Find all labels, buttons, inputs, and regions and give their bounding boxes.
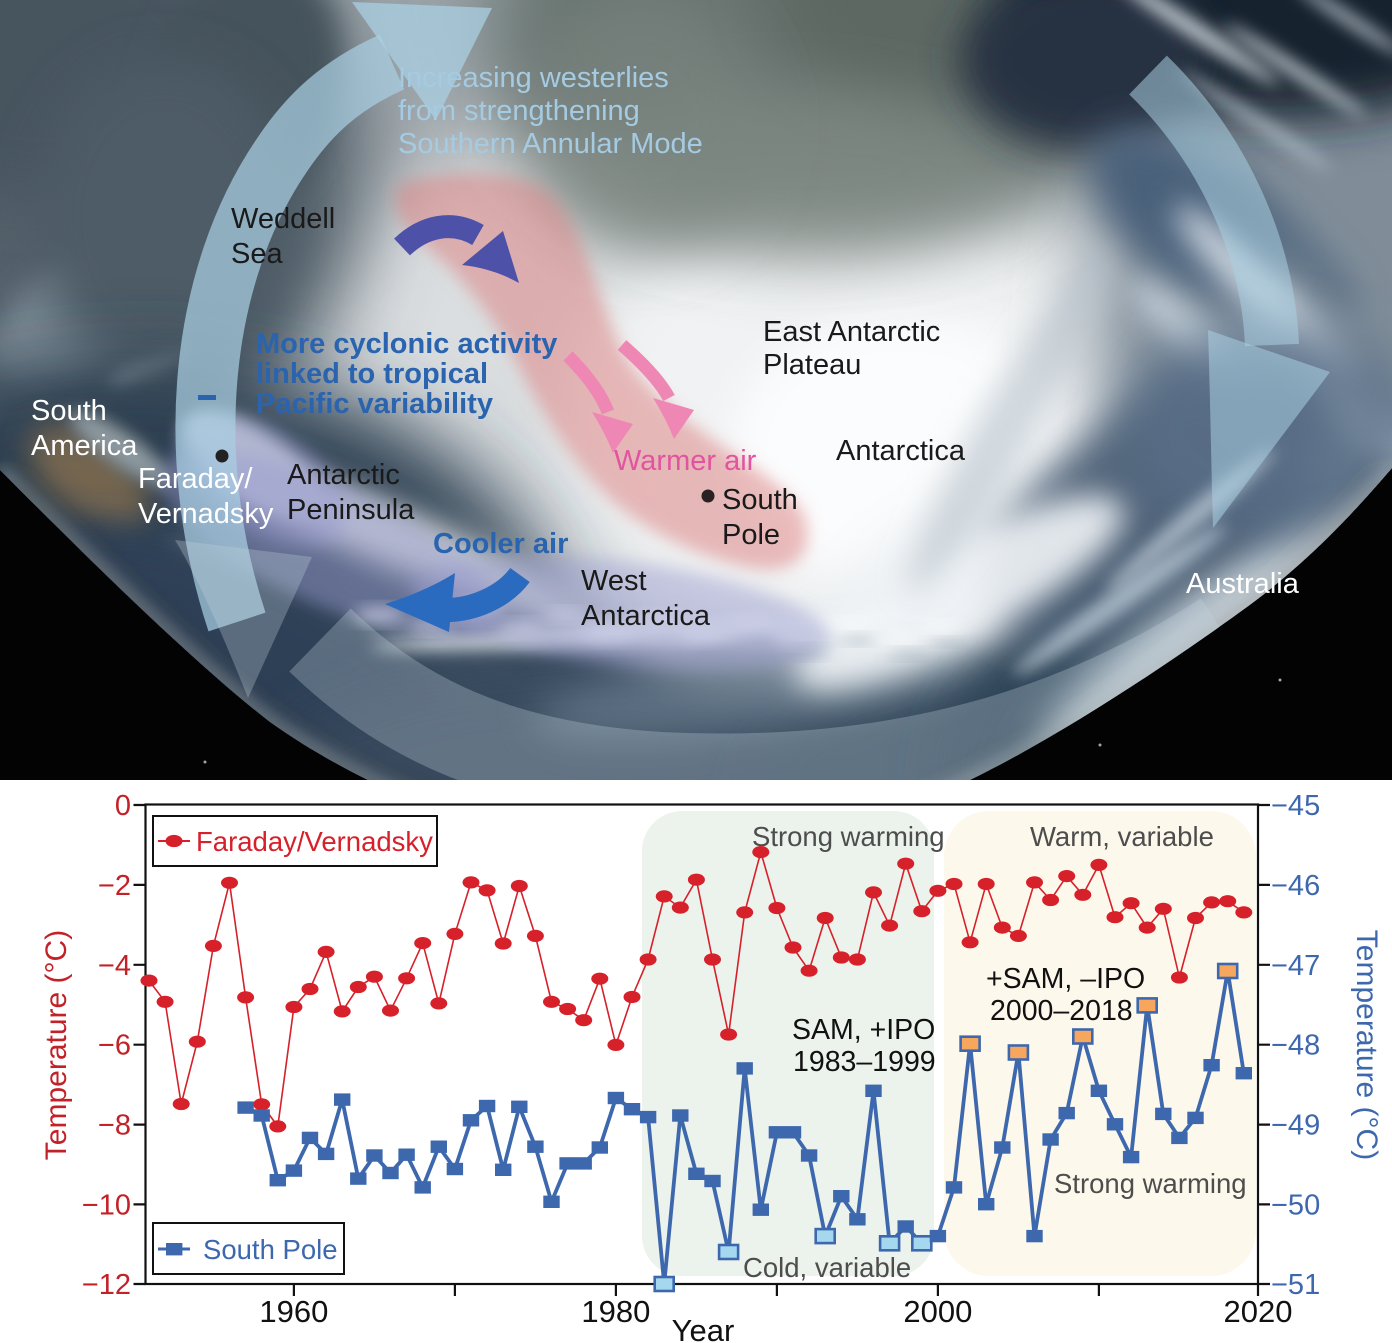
svg-text:Year: Year — [672, 1313, 735, 1343]
svg-text:Warm, variable: Warm, variable — [1030, 821, 1214, 852]
svg-text:−10: −10 — [82, 1189, 131, 1221]
svg-text:West: West — [581, 565, 647, 597]
svg-text:2000: 2000 — [903, 1294, 972, 1329]
svg-text:Temperature (°C): Temperature (°C) — [40, 930, 73, 1160]
svg-text:Faraday/Vernadsky: Faraday/Vernadsky — [196, 826, 433, 857]
svg-text:Pacific variability: Pacific variability — [256, 388, 493, 420]
svg-text:Cooler air: Cooler air — [433, 528, 568, 560]
svg-text:Antarctic: Antarctic — [287, 459, 400, 491]
svg-text:Vernadsky: Vernadsky — [138, 498, 274, 530]
svg-text:−45: −45 — [1271, 790, 1320, 822]
svg-text:East Antarctic: East Antarctic — [763, 316, 940, 348]
svg-text:2020: 2020 — [1224, 1294, 1293, 1329]
svg-text:Australia: Australia — [1186, 568, 1300, 600]
svg-text:−4: −4 — [98, 950, 131, 982]
svg-text:−12: −12 — [82, 1269, 131, 1301]
svg-text:Pole: Pole — [722, 519, 780, 551]
svg-text:South: South — [31, 395, 107, 427]
svg-text:More cyclonic activity: More cyclonic activity — [256, 328, 557, 360]
svg-text:Faraday/: Faraday/ — [138, 463, 253, 495]
svg-text:0: 0 — [115, 790, 131, 822]
svg-text:Strong warming: Strong warming — [1054, 1168, 1247, 1199]
svg-text:Warmer air: Warmer air — [614, 445, 757, 477]
svg-text:−8: −8 — [98, 1110, 131, 1142]
svg-text:Temperature (°C): Temperature (°C) — [1350, 930, 1383, 1160]
svg-text:Plateau: Plateau — [763, 349, 861, 381]
svg-text:2000–2018: 2000–2018 — [990, 995, 1133, 1027]
svg-text:SAM, +IPO: SAM, +IPO — [792, 1014, 935, 1046]
svg-text:−51: −51 — [1271, 1269, 1320, 1301]
svg-text:1983–1999: 1983–1999 — [793, 1046, 936, 1078]
svg-text:South: South — [722, 484, 798, 516]
svg-text:Sea: Sea — [231, 238, 283, 270]
svg-text:−46: −46 — [1271, 870, 1320, 902]
svg-text:South Pole: South Pole — [203, 1234, 338, 1265]
svg-text:+SAM, –IPO: +SAM, –IPO — [986, 963, 1145, 995]
svg-text:−2: −2 — [98, 870, 131, 902]
svg-text:America: America — [31, 430, 138, 462]
svg-text:−47: −47 — [1271, 950, 1320, 982]
svg-text:Increasing westerlies: Increasing westerlies — [398, 62, 669, 94]
svg-text:Cold, variable: Cold, variable — [743, 1252, 911, 1283]
svg-text:1960: 1960 — [259, 1294, 328, 1329]
svg-text:Peninsula: Peninsula — [287, 494, 415, 526]
svg-text:from strengthening: from strengthening — [398, 95, 640, 127]
svg-text:linked to tropical: linked to tropical — [256, 358, 488, 390]
svg-text:1980: 1980 — [581, 1294, 650, 1329]
svg-text:−6: −6 — [98, 1030, 131, 1062]
svg-text:Antarctica: Antarctica — [836, 435, 966, 467]
svg-text:Antarctica: Antarctica — [581, 600, 711, 632]
svg-text:−48: −48 — [1271, 1030, 1320, 1062]
svg-text:−49: −49 — [1271, 1110, 1320, 1142]
svg-text:Southern Annular Mode: Southern Annular Mode — [398, 128, 703, 160]
svg-text:Weddell: Weddell — [231, 203, 335, 235]
svg-text:−50: −50 — [1271, 1189, 1320, 1221]
svg-text:Strong warming: Strong warming — [752, 821, 945, 852]
